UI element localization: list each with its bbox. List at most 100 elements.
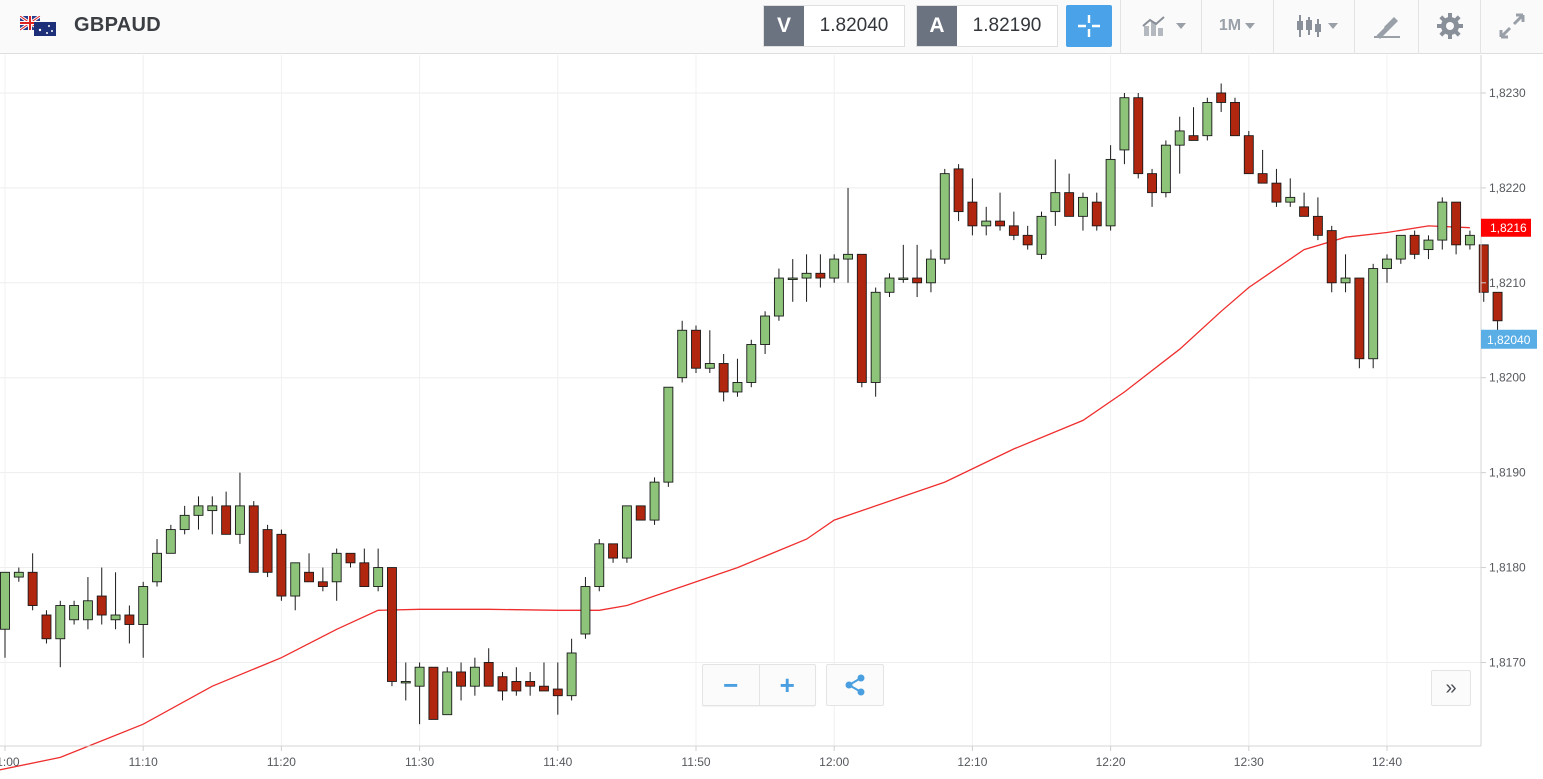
crosshair-button[interactable] xyxy=(1066,5,1112,47)
candle xyxy=(511,667,522,696)
price-axis: 1,8170 1,8180 1,8190 1,8200 1,8210 1,8220 1,82… xyxy=(1481,86,1526,669)
candle-body xyxy=(234,505,245,535)
bid-value: 1.82040 xyxy=(819,15,889,36)
candle xyxy=(704,330,715,373)
candle xyxy=(414,662,425,725)
candle xyxy=(331,548,342,601)
bid-quote[interactable]: V 1.82040 xyxy=(763,5,905,47)
chevron-down-icon xyxy=(1245,23,1256,29)
candle xyxy=(96,567,107,625)
candle xyxy=(525,671,536,696)
timeframe-label: 1M xyxy=(1218,17,1242,34)
candle xyxy=(787,259,798,302)
candle-body xyxy=(1340,277,1351,284)
candle xyxy=(1105,145,1116,231)
settings-button[interactable] xyxy=(1425,5,1475,47)
candle xyxy=(1395,234,1406,264)
candle xyxy=(1022,225,1033,250)
candle xyxy=(345,552,356,568)
separator xyxy=(1418,0,1419,54)
share-icon xyxy=(845,674,865,696)
candle-body xyxy=(1147,173,1158,194)
candle xyxy=(1064,173,1075,217)
candle xyxy=(760,311,771,354)
candle-body xyxy=(290,562,301,597)
candle-body xyxy=(1409,234,1420,255)
crosshair-icon xyxy=(1078,15,1100,37)
fullscreen-button[interactable] xyxy=(1488,5,1536,47)
candle-body xyxy=(843,253,853,260)
candle xyxy=(1174,116,1185,174)
candle-body xyxy=(608,543,619,559)
candle-body xyxy=(387,567,397,682)
candle-body xyxy=(925,258,936,284)
bid-label: V xyxy=(764,6,804,46)
x-tick-label: 12:20 xyxy=(1096,755,1126,769)
candle-body xyxy=(856,253,867,383)
candles xyxy=(0,83,1503,725)
x-tick-label: 11:40 xyxy=(543,755,572,769)
candle-body xyxy=(82,600,93,621)
x-tick-label: 12:00 xyxy=(819,755,849,769)
candle xyxy=(497,671,508,701)
candle xyxy=(1078,192,1088,231)
candle-body xyxy=(898,277,909,281)
candle xyxy=(290,562,301,611)
candle-body xyxy=(1022,234,1033,246)
candle xyxy=(27,553,38,611)
candle-body xyxy=(1285,196,1296,203)
candle-body xyxy=(304,571,314,583)
ask-quote[interactable]: A 1.82190 xyxy=(916,5,1058,47)
candle-body xyxy=(1395,234,1406,260)
candle-body xyxy=(649,481,660,521)
candle xyxy=(428,666,439,720)
candle xyxy=(1354,277,1365,369)
candle xyxy=(1216,83,1227,112)
candle-body xyxy=(1354,277,1365,360)
candle-body xyxy=(428,666,439,720)
share-button[interactable] xyxy=(826,664,884,706)
minus-icon: − xyxy=(723,670,739,700)
candle-body xyxy=(967,201,978,227)
candle-body xyxy=(1119,97,1130,151)
candle xyxy=(1340,254,1351,293)
chevron-down-icon xyxy=(1328,23,1338,29)
candle-body xyxy=(691,329,701,369)
candle xyxy=(1437,197,1448,250)
candle-body xyxy=(483,662,494,687)
candle xyxy=(1464,230,1475,250)
candle-body xyxy=(221,505,232,535)
candle-body xyxy=(55,605,66,640)
candle-body xyxy=(1243,135,1254,175)
zoom-in-button[interactable]: + xyxy=(758,665,816,705)
candle-body xyxy=(1091,201,1102,227)
fullscreen-icon xyxy=(1499,13,1525,39)
y-tick-label: 1,8210 xyxy=(1489,276,1526,290)
chart-type-button[interactable] xyxy=(1132,5,1194,47)
candle-body xyxy=(345,552,356,564)
candlestick-icon xyxy=(1297,15,1321,37)
candle-body xyxy=(663,386,674,483)
price-chart[interactable]: 1,8170 1,8180 1,8190 1,8200 1,8210 1,8220 1,82… xyxy=(0,55,1543,779)
candle-body xyxy=(124,614,135,625)
candle xyxy=(456,662,467,701)
candle xyxy=(552,662,563,715)
candle-style-button[interactable] xyxy=(1284,5,1348,47)
candle xyxy=(1451,201,1462,255)
double-chevron-right-icon: » xyxy=(1445,676,1457,699)
candle-body xyxy=(1437,201,1448,241)
candle-body xyxy=(1464,234,1475,246)
candle-body xyxy=(511,681,522,692)
candle-body xyxy=(815,272,826,279)
candle xyxy=(304,553,314,583)
scroll-forward-button[interactable]: » xyxy=(1431,670,1471,706)
candle xyxy=(1478,244,1489,302)
y-tick-label: 1,8230 xyxy=(1489,86,1526,100)
drawing-tools-button[interactable] xyxy=(1362,5,1412,47)
candle-body xyxy=(13,571,24,578)
candle xyxy=(953,164,964,222)
zoom-out-button[interactable]: − xyxy=(703,665,759,705)
timeframe-button[interactable]: 1M xyxy=(1208,5,1266,47)
candle xyxy=(1202,97,1213,141)
toolbar: GBPAUD V 1.82040 A 1.82190 1M xyxy=(0,0,1543,54)
